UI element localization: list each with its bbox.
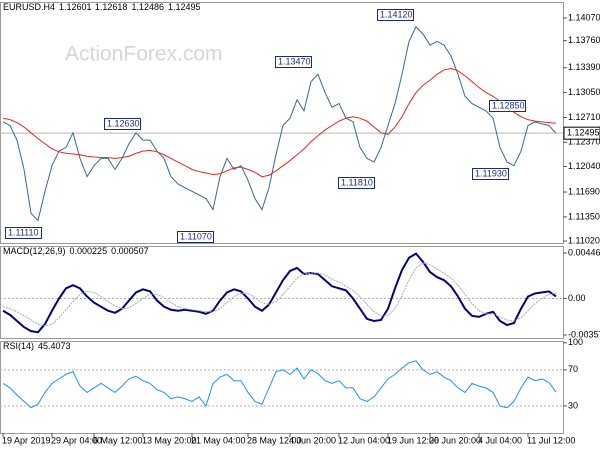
annotation: 1.11110 [8,227,39,237]
annotation: 1.12630 [107,118,140,128]
macd-value: 0.000225 [70,246,108,256]
x-tick-label: 29 Apr 04:00 [51,435,102,445]
panel-frame [0,341,564,434]
last-price-label: 1.12495 [567,128,600,138]
y-tick-label: 70 [568,364,578,374]
x-tick-label: 11 Jul 12:00 [527,435,575,445]
annotation-box [489,100,526,112]
last-price-box [563,126,600,140]
annotation-box [275,56,312,68]
price-header: EURUSD.H4 1.12601 1.12618 1.12486 1.12495 [3,2,201,12]
open: 1.12601 [59,2,92,12]
x-tick-label: 19 Jun 12:00 [387,435,439,445]
annotation: 1.11070 [180,231,212,241]
annotation-box [104,118,141,130]
y-tick-label: 1.12710 [568,112,600,122]
annotation-box [472,168,509,180]
y-tick-label: 0.00 [568,293,586,303]
rsi-header: RSI(14) 45.4073 [3,341,71,351]
annotation: 1.11810 [341,177,373,187]
annotation: 1.12850 [492,100,525,110]
symbol: EURUSD.H4 [3,2,55,12]
series-line [2,252,557,334]
annotation-box [177,231,214,243]
y-tick-label: -0.003576 [568,329,600,339]
x-tick-label: 19 Apr 2019 [2,435,51,445]
y-tick-label: 1.13050 [568,87,600,97]
annotation-box [5,227,42,239]
x-tick-label: 26 Jun 20:00 [429,435,481,445]
x-tick-label: 4 Jun 20:00 [289,435,336,445]
close: 1.12495 [168,2,201,12]
series-line [2,262,557,327]
annotation: 1.14120 [380,9,413,19]
x-tick-label: 28 May 12:00 [247,435,302,445]
x-tick-label: 4 Jul 04:00 [478,435,522,445]
panel-frame [0,246,564,339]
macd-header: MACD(12,26,9) 0.000225 0.000507 [3,246,149,256]
y-tick-label: 0.004463 [568,247,600,257]
x-tick-label: 12 Jun 04:00 [338,435,390,445]
y-tick-label: 100 [568,337,583,347]
low: 1.12486 [131,2,164,12]
y-tick-label: 1.13390 [568,62,600,72]
x-tick-label: 6 May 12:00 [93,435,143,445]
rsi-value: 45.4073 [38,341,71,351]
annotation: 1.11930 [475,168,507,178]
series-line [2,25,557,222]
annotation: 1.13470 [278,56,311,66]
y-tick-label: 1.11020 [568,235,600,245]
high: 1.12618 [95,2,128,12]
panel-frame [0,2,564,244]
series-line [2,67,557,178]
watermark: ActionForex.com [65,43,223,66]
y-tick-label: 1.11350 [568,211,600,221]
y-tick-label: 1.12040 [568,161,600,171]
y-tick-label: 1.14070 [568,12,600,22]
annotation-box [377,9,414,21]
rsi-title: RSI(14) [3,341,34,351]
y-tick-label: 1.12370 [568,137,600,147]
annotation-box [338,177,375,189]
x-tick-label: 21 May 04:00 [191,435,246,445]
y-tick-label: 30 [568,400,578,410]
macd-title: MACD(12,26,9) [3,246,66,256]
y-tick-label: 1.11690 [568,186,600,196]
signal-value: 0.000507 [111,246,149,256]
y-tick-label: 1.13760 [568,35,600,45]
series-line [2,360,557,409]
x-tick-label: 13 May 20:00 [142,435,197,445]
